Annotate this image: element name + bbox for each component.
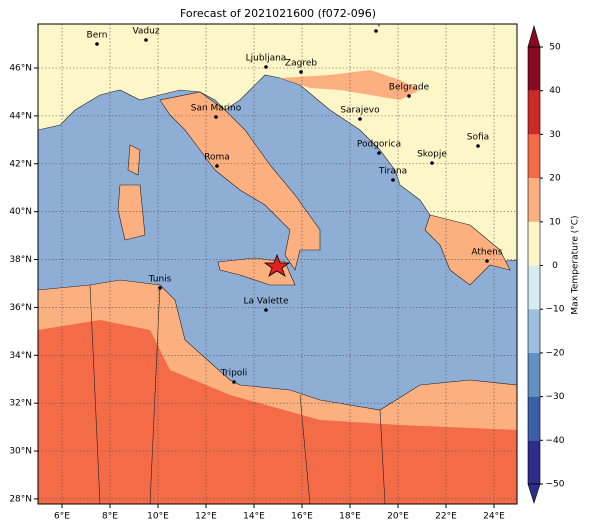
lon-tick-label: 14°E <box>243 512 265 522</box>
city-label: Podgorica <box>357 140 401 150</box>
city-label: Athens <box>471 248 502 258</box>
city-dot <box>407 94 411 98</box>
city-dot <box>430 161 434 165</box>
lon-tick-label: 20°E <box>387 512 409 522</box>
borders <box>89 284 386 504</box>
city-label: La Valette <box>244 297 289 307</box>
lat-tick-label: 34°N <box>9 351 32 361</box>
city-dot <box>358 117 362 121</box>
colorbar-extend-bottom <box>527 483 541 504</box>
city-label: Roma <box>204 153 230 163</box>
city-dot <box>485 259 489 263</box>
colorbar-tick-label: 10 <box>549 217 561 227</box>
colorbar-tick-label: 20 <box>549 174 561 184</box>
city-dot <box>144 38 148 42</box>
city-label: Sarajevo <box>340 106 380 116</box>
sardinia <box>117 184 146 241</box>
corsica <box>127 144 141 176</box>
italy <box>159 91 321 271</box>
city-label: Tirana <box>378 167 407 177</box>
city-label: Budapest <box>355 18 398 28</box>
lon-tick-label: 12°E <box>195 512 217 522</box>
city-label: Tripoli <box>220 369 248 379</box>
city-dot <box>215 164 219 168</box>
city-dot <box>391 178 395 182</box>
colorbar-tick-label: 40 <box>549 86 561 96</box>
colorbar-band <box>528 221 540 266</box>
city-dot <box>476 144 480 148</box>
city-label: San Marino <box>191 104 242 114</box>
colorbar-band <box>528 352 540 397</box>
lat-tick-label: 32°N <box>9 399 32 409</box>
colorbar-tick-label: 50 <box>549 43 561 53</box>
colorbar-band <box>528 47 540 91</box>
title: Forecast of 2021021600 (f072-096) <box>180 7 376 20</box>
colorbar-band <box>528 90 540 135</box>
colorbar-label: Max Temperature (°C) <box>571 215 581 314</box>
lon-tick-label: 8°E <box>102 512 118 522</box>
grid <box>38 24 517 504</box>
city-label: Ljubljana <box>246 54 287 64</box>
city-dot <box>158 286 162 290</box>
colorbar-tick-label: −20 <box>546 348 565 358</box>
city-label: Belgrade <box>389 83 430 93</box>
map-frame <box>37 23 518 505</box>
city-label: Vaduz <box>132 27 159 37</box>
city-dot <box>95 42 99 46</box>
colorbar-tick-label: 0 <box>552 261 558 271</box>
city-dot <box>232 380 236 384</box>
colorbar-tick-label: −50 <box>546 480 565 490</box>
lon-tick-label: 18°E <box>339 512 361 522</box>
lat-tick-label: 36°N <box>9 303 32 313</box>
lon-tick-label: 24°E <box>483 512 505 522</box>
lon-tick-label: 16°E <box>291 512 313 522</box>
colorbar-extend-top <box>527 24 541 48</box>
lat-tick-label: 40°N <box>9 207 32 217</box>
city-label: Sofia <box>467 133 489 143</box>
axis-ticks: 6°E 8°E 10°E 12°E 14°E 16°E 18°E 20°E 22°E 24°E 28… <box>9 64 505 522</box>
lat-tick-label: 38°N <box>9 255 32 265</box>
city-dot <box>377 151 381 155</box>
colorbar-band <box>528 309 540 353</box>
colorbar-band <box>528 440 540 484</box>
colorbar-tick-label: −10 <box>546 305 565 315</box>
lon-tick-label: 10°E <box>147 512 169 522</box>
city-dot <box>214 115 218 119</box>
lat-tick-label: 28°N <box>9 494 32 504</box>
colorbar-tick-label: −40 <box>546 436 565 446</box>
colorbar-tick-label: −30 <box>546 392 565 402</box>
colorbar-band <box>528 396 540 441</box>
lat-tick-label: 42°N <box>9 159 32 169</box>
city-label: Bern <box>87 31 108 41</box>
lat-tick-label: 44°N <box>9 111 32 121</box>
city-dot <box>264 308 268 312</box>
colorbar-tick-label: 30 <box>549 130 561 140</box>
city-dot <box>264 65 268 69</box>
lon-tick-label: 22°E <box>435 512 457 522</box>
lon-tick-label: 6°E <box>54 512 70 522</box>
colorbar-band <box>528 178 540 222</box>
colorbar-band <box>528 265 540 310</box>
lat-tick-label: 30°N <box>9 447 32 457</box>
city-label: Skopje <box>417 150 447 160</box>
greece <box>424 214 511 286</box>
colorbar: −50 −40 −30 −20 −10 0 10 20 30 40 50 <box>527 24 565 504</box>
colorbar-band <box>528 134 540 179</box>
lat-tick-label: 46°N <box>9 64 32 74</box>
city-dot <box>374 29 378 33</box>
city-label: Zagreb <box>285 59 317 69</box>
city-label: Tunis <box>148 275 172 285</box>
star-marker <box>263 253 291 277</box>
city-dot <box>299 70 303 74</box>
